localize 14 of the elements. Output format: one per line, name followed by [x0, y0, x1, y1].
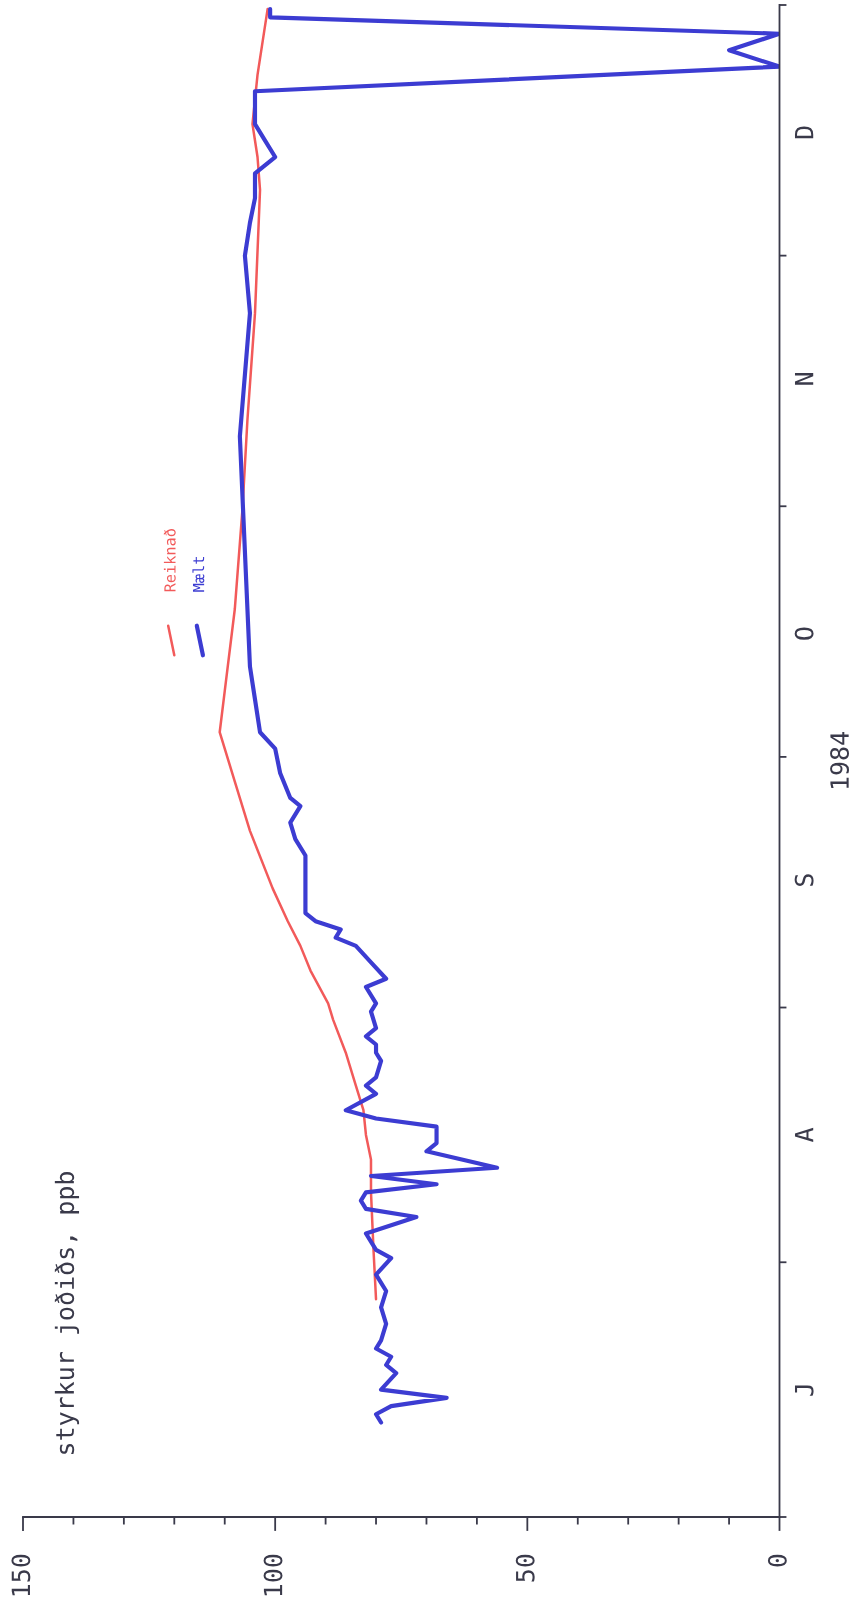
y-tick-label: A [794, 1127, 814, 1142]
text: styrkur joðiðs, ppb [54, 1172, 80, 1454]
y-axis-title: 1984 [830, 732, 850, 789]
y-tick-label: J [794, 1385, 814, 1396]
text: Reiknað [163, 529, 176, 592]
text: Mælt [192, 557, 205, 592]
x-tick-label: 150 [11, 1554, 31, 1596]
y-tick-label: D [794, 126, 814, 139]
y-tick-label: S [794, 874, 814, 886]
x-tick-label: 50 [515, 1554, 535, 1582]
y-tick-label: N [794, 373, 814, 385]
x-tick-label: 100 [263, 1554, 283, 1596]
y-tick-label: O [794, 627, 814, 640]
x-tick-label: 0 [767, 1554, 787, 1567]
